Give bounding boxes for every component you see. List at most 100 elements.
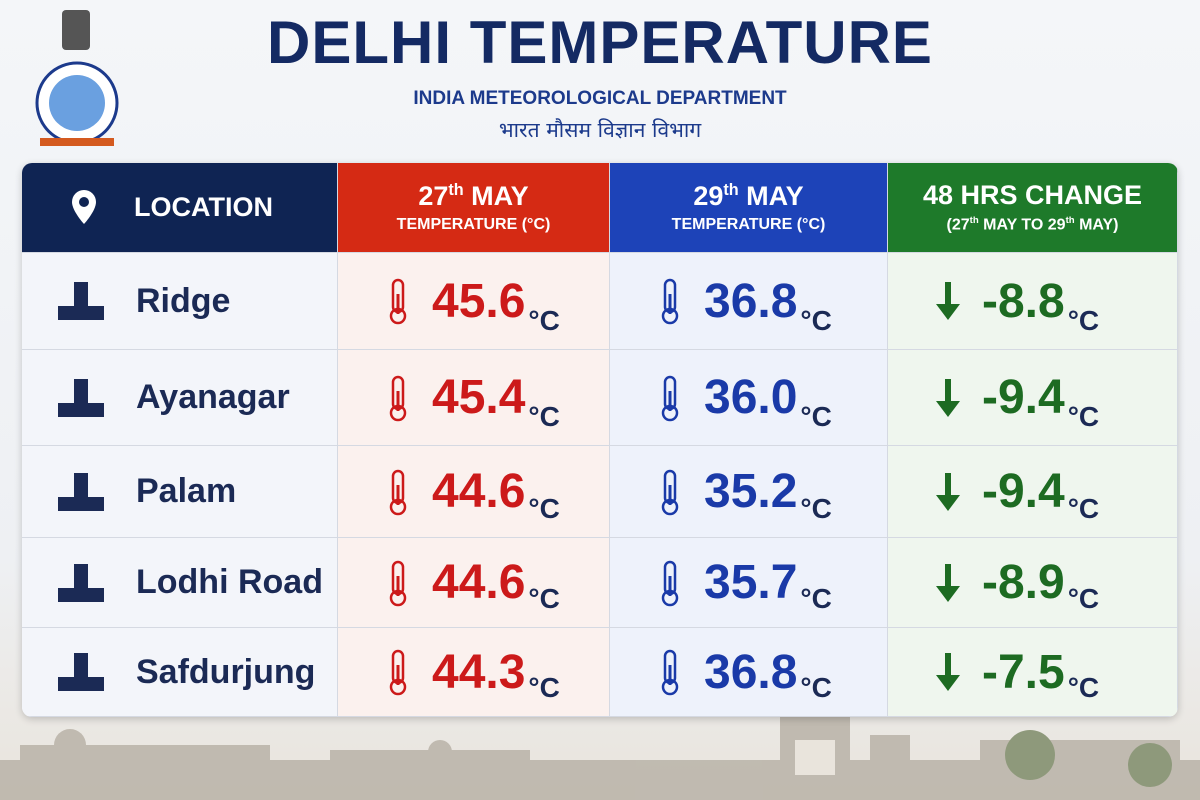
temperature-value: 36.8 [704,274,798,328]
header-text: 48 HRS CHANGE [922,180,1143,211]
header-text: MAY [738,181,804,211]
value-cell: -9.4 °C [888,350,1178,446]
value-cell: 36.0 °C [610,350,888,446]
thermometer-icon [661,469,679,515]
value-cell: 36.8 °C [610,253,888,350]
header-cell: 48 HRS CHANGE (27th MAY TO 29th MAY) [888,163,1178,253]
temperature-value: -9.4 [982,465,1065,518]
down-arrow-icon [936,472,960,511]
location-cell: Palam [22,446,338,538]
unit: °C [1067,493,1100,524]
location-name: Palam [136,472,237,510]
header-text: LOCATION [134,192,273,222]
thermometer-icon [389,469,407,515]
unit: °C [800,305,832,336]
title: DELHI TEMPERATURE [267,9,933,76]
header-cell: LOCATION [22,163,338,253]
temperature-value: 36.0 [704,371,798,424]
location-name: Safdurjung [136,652,316,691]
header-text: 29 [693,181,724,211]
unit: °C [800,401,832,432]
header-text: th [723,181,739,199]
org-hindi: भारत मौसम विज्ञान विभाग [498,118,702,142]
header-title: LOCATION [134,192,273,223]
header-subtitle: TEMPERATURE (°C) [397,216,551,234]
temperature-value: -9.4 [982,371,1065,424]
temperature-value: 44.6 [432,465,526,518]
temperature-value: 36.8 [704,645,798,699]
unit: °C [1067,401,1100,432]
down-arrow-icon [936,378,960,417]
header-text: th [448,181,464,199]
value-cell: -8.9 °C [888,538,1178,628]
unit: °C [1067,672,1100,703]
header-title: 27th MAY [418,181,528,212]
header-cell: 27th MAY TEMPERATURE (°C) [338,163,610,253]
header-text: TEMPERATURE (°C) [671,216,826,233]
location-icon [58,378,104,417]
location-name: Ayanagar [136,378,290,416]
down-arrow-icon [936,563,960,602]
location-name: Ridge [136,281,231,320]
temperature-value: -7.5 [982,645,1065,699]
temperature-value: 44.3 [432,645,526,699]
header-title: 29th MAY [693,181,803,212]
header-text: (27 [946,216,970,234]
down-arrow-icon [936,653,960,691]
unit: °C [1067,583,1100,614]
header-text: MAY [463,181,529,211]
location-icon [58,472,104,511]
value-cell: 35.7 °C [610,538,888,628]
unit: °C [528,583,560,614]
location-name: Lodhi Road [136,563,323,601]
value-cell: 36.8 °C [610,628,888,717]
imd-logo [35,10,119,146]
temperature-value: 45.4 [432,371,526,424]
header-cell: 29th MAY TEMPERATURE (°C) [610,163,888,253]
header-subtitle: (27th MAY TO 29th MAY) [947,215,1119,234]
value-cell: -7.5 °C [888,628,1178,717]
location-icon [58,653,104,691]
thermometer-icon [661,649,679,696]
pin-icon [72,189,96,224]
location-icon [58,563,104,602]
unit: °C [800,672,832,703]
location-cell: Lodhi Road [22,538,338,628]
thermometer-icon [389,560,407,606]
header-subtitle: TEMPERATURE (°C) [672,216,826,234]
unit: °C [528,305,560,336]
unit: °C [528,672,560,703]
org-english: INDIA METEOROLOGICAL DEPARTMENT [413,88,787,109]
temperature-value: 45.6 [432,274,526,328]
header-title: 48 HRS CHANGE [923,180,1142,211]
temperature-value: -8.9 [982,556,1065,609]
unit: °C [800,583,832,614]
temperature-table: LOCATION 27th MAY TEMPERATURE (°C) 29th MAY… [22,163,1178,717]
unit: °C [1067,305,1100,336]
value-cell: 45.4 °C [338,350,610,446]
location-icon [58,282,104,320]
temperature-value: 35.7 [704,556,798,609]
value-cell: -8.8 °C [888,253,1178,350]
location-cell: Safdurjung [22,628,338,717]
header-text: TEMPERATURE (°C) [396,216,551,233]
temperature-value: -8.8 [982,274,1065,328]
header-text: MAY TO 29 [978,216,1066,234]
unit: °C [528,401,560,432]
skyline [0,715,1200,800]
unit: °C [528,493,560,524]
temperature-value: 44.6 [432,556,526,609]
temperature-value: 35.2 [704,465,798,518]
down-arrow-icon [936,282,960,320]
value-cell: 44.6 °C [338,446,610,538]
thermometer-icon [661,375,679,421]
thermometer-icon [389,375,407,421]
value-cell: 45.6 °C [338,253,610,350]
value-cell: 35.2 °C [610,446,888,538]
thermometer-icon [389,278,407,325]
header-text: th [969,215,979,227]
header-text: th [1065,215,1075,227]
unit: °C [800,493,832,524]
